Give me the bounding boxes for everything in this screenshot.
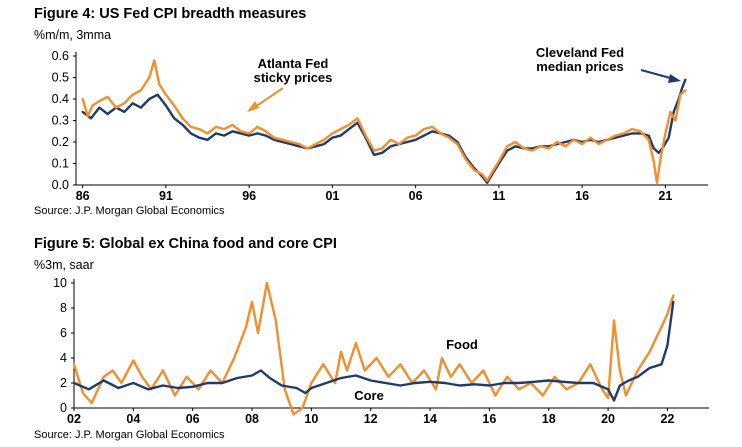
y-tick-label: 0.0 bbox=[52, 178, 69, 192]
x-tick-label: 91 bbox=[159, 189, 173, 203]
x-tick-label: 86 bbox=[76, 189, 90, 203]
series-line-atlanta-fed-sticky-prices bbox=[81, 59, 687, 184]
y-tick-label: 0 bbox=[60, 401, 67, 415]
series-line-food bbox=[72, 281, 675, 416]
x-tick-label: 21 bbox=[658, 189, 672, 203]
figure-5-unit-label: %3m, saar bbox=[34, 258, 94, 272]
x-tick-label: 96 bbox=[242, 189, 256, 203]
annotation-atlanta-fed: sticky prices bbox=[254, 70, 333, 85]
figure-5-title: Figure 5: Global ex China food and core … bbox=[34, 236, 337, 252]
figure-5-source: Source: J.P. Morgan Global Economics bbox=[34, 429, 225, 441]
y-tick-label: 0.4 bbox=[52, 92, 69, 106]
x-tick-label: 04 bbox=[126, 412, 140, 426]
y-tick-label: 0.3 bbox=[52, 114, 69, 128]
y-tick-label: 0.2 bbox=[52, 135, 69, 149]
arrowhead-icon bbox=[247, 101, 259, 112]
y-tick-label: 0.6 bbox=[52, 49, 69, 63]
annotation-atlanta-fed: Atlanta Fed bbox=[258, 56, 329, 71]
x-tick-label: 11 bbox=[492, 189, 505, 203]
y-tick-label: 4 bbox=[60, 351, 67, 365]
series-label-food: Food bbox=[446, 337, 478, 352]
x-tick-label: 08 bbox=[245, 412, 259, 426]
x-tick-label: 14 bbox=[423, 412, 437, 426]
x-tick-label: 18 bbox=[542, 412, 556, 426]
arrowhead-icon bbox=[668, 74, 681, 83]
x-tick-label: 22 bbox=[660, 412, 674, 426]
annotation-cleveland-fed: median prices bbox=[536, 59, 623, 74]
x-tick-label: 01 bbox=[325, 189, 339, 203]
x-tick-label: 02 bbox=[67, 412, 81, 426]
series-line-core bbox=[72, 300, 675, 402]
x-tick-label: 06 bbox=[186, 412, 200, 426]
series-label-core: Core bbox=[354, 388, 384, 403]
x-tick-label: 20 bbox=[601, 412, 615, 426]
figure-4-chart: 0.0 0.1 0.2 0.3 0.4 0.5 0.6 86 91 96 01 06 11 16 21 Atl… bbox=[52, 45, 708, 203]
figure-4-unit-label: %m/m, 3mma bbox=[34, 28, 112, 42]
y-tick-label: 0.1 bbox=[52, 157, 69, 171]
annotation-arrow-cleveland bbox=[640, 69, 675, 80]
figure-4-title: Figure 4: US Fed CPI breadth measures bbox=[34, 6, 307, 22]
y-tick-label: 6 bbox=[60, 326, 67, 340]
y-tick-label: 10 bbox=[53, 276, 67, 290]
figure-4-source: Source: J.P. Morgan Global Economics bbox=[34, 205, 225, 217]
x-tick-label: 16 bbox=[575, 189, 589, 203]
x-tick-label: 12 bbox=[364, 412, 378, 426]
x-tick-label: 16 bbox=[482, 412, 496, 426]
y-tick-label: 0.5 bbox=[52, 71, 69, 85]
annotation-cleveland-fed: Cleveland Fed bbox=[536, 45, 624, 60]
x-tick-label: 10 bbox=[304, 412, 318, 426]
x-tick-label: 06 bbox=[409, 189, 423, 203]
y-tick-label: 8 bbox=[60, 301, 67, 315]
y-tick-label: 2 bbox=[60, 376, 67, 390]
